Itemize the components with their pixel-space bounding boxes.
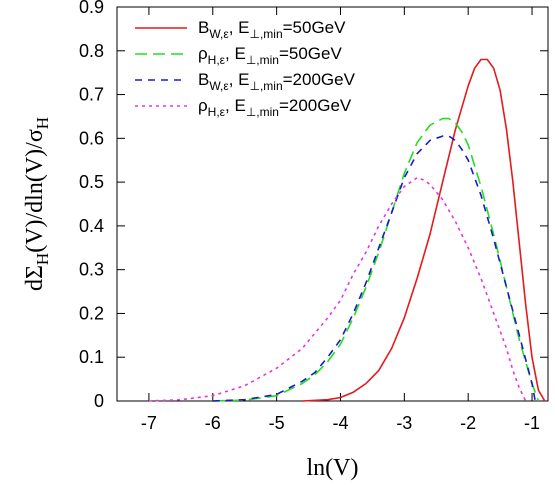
y-axis-title-text: dΣH(V)/dln(V)/σH — [22, 117, 52, 291]
x-tick-label: -1 — [524, 413, 540, 433]
legend: BW,ε, E⊥,min=50GeV ρH,ε, E⊥,min=50GeV BW,ε… — [135, 18, 356, 119]
x-tick-label: -7 — [141, 413, 157, 433]
legend-entry-1: ρH,ε, E⊥,min=50GeV — [198, 44, 342, 67]
y-tick-label: 0.5 — [79, 172, 104, 192]
x-tick-label: -2 — [460, 413, 476, 433]
x-tick-label: -3 — [396, 413, 412, 433]
legend-entry-3: ρH,ε, E⊥,min=200GeV — [198, 96, 352, 119]
y-tick-label: 0.4 — [79, 216, 104, 236]
y-tick-label: 0.8 — [79, 41, 104, 61]
y-tick-label: 0 — [94, 391, 104, 411]
legend-entry-0: BW,ε, E⊥,min=50GeV — [198, 18, 346, 41]
x-tick-label: -6 — [205, 413, 221, 433]
y-tick-label: 0.9 — [79, 0, 104, 17]
y-tick-label: 0.2 — [79, 303, 104, 323]
y-tick-label: 0.6 — [79, 128, 104, 148]
series-line-2 — [213, 136, 535, 401]
y-tick-label: 0.7 — [79, 85, 104, 105]
legend-entry-2: BW,ε, E⊥,min=200GeV — [198, 70, 356, 93]
series-line-3 — [149, 178, 526, 401]
y-tick-label: 0.1 — [79, 347, 104, 367]
x-tick-label: -5 — [269, 413, 285, 433]
series-line-1 — [213, 119, 539, 401]
x-axis-title: ln(V) — [307, 455, 359, 481]
x-tick-label: -4 — [332, 413, 348, 433]
y-tick-label: 0.3 — [79, 260, 104, 280]
plot-frame — [117, 7, 548, 401]
y-axis-title: dΣH(V)/dln(V)/σH — [22, 117, 52, 291]
